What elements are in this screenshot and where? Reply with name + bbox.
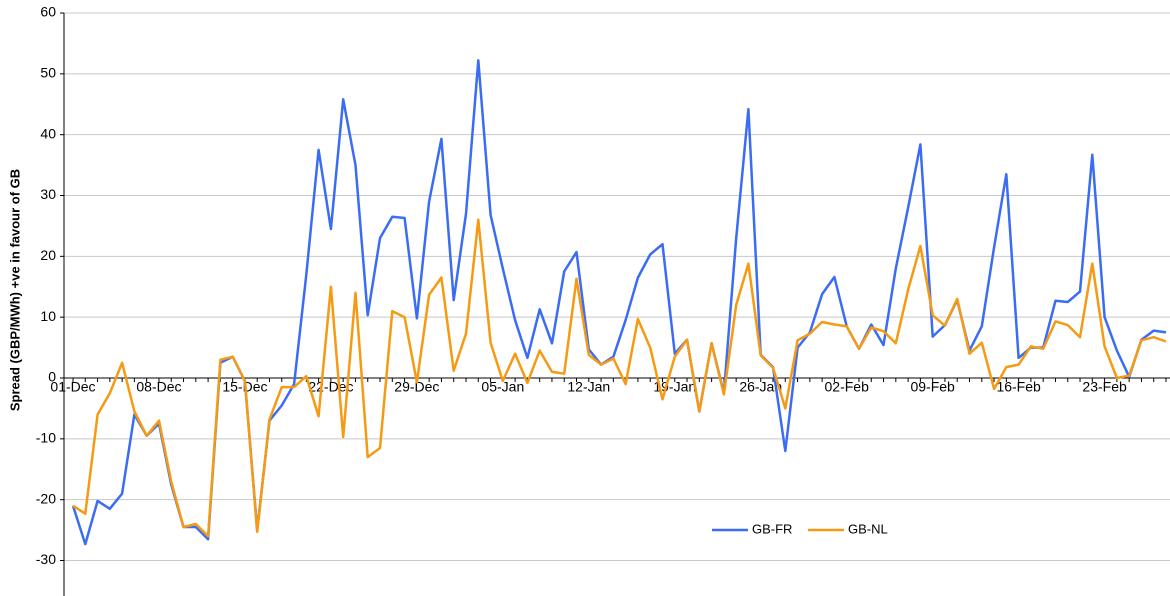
x-tick-label: 26-Jan bbox=[739, 379, 782, 395]
series-line bbox=[72, 218, 1167, 538]
y-tick-label: 10 bbox=[40, 308, 56, 324]
y-tick-label: 30 bbox=[40, 186, 56, 202]
x-tick-label: 09-Feb bbox=[910, 379, 955, 395]
y-tick-label: -30 bbox=[36, 551, 56, 567]
x-tick-label: 01-Dec bbox=[50, 379, 95, 395]
legend-label: GB-NL bbox=[848, 521, 888, 536]
y-tick-label: 0 bbox=[48, 369, 56, 385]
x-tick-label: 23-Feb bbox=[1082, 379, 1127, 395]
x-tick-label: 22-Dec bbox=[308, 379, 353, 395]
y-tick-label: 40 bbox=[40, 125, 56, 141]
x-tick-label: 02-Feb bbox=[825, 379, 870, 395]
series-line bbox=[71, 59, 1167, 546]
y-tick-label: 60 bbox=[40, 4, 56, 20]
y-tick-label: 20 bbox=[40, 247, 56, 263]
y-axis-title: Spread (GBP/MWh) +ve in favour of GB bbox=[7, 169, 22, 411]
x-tick-label: 05-Jan bbox=[481, 379, 524, 395]
y-tick-label: -10 bbox=[36, 430, 56, 446]
x-tick-label: 12-Jan bbox=[567, 379, 610, 395]
x-tick-label: 16-Feb bbox=[996, 379, 1041, 395]
y-tick-label: 50 bbox=[40, 65, 56, 81]
y-tick-label: -20 bbox=[36, 490, 56, 506]
legend-label: GB-FR bbox=[752, 521, 792, 536]
x-tick-label: 29-Dec bbox=[394, 379, 439, 395]
x-tick-label: 08-Dec bbox=[136, 379, 181, 395]
